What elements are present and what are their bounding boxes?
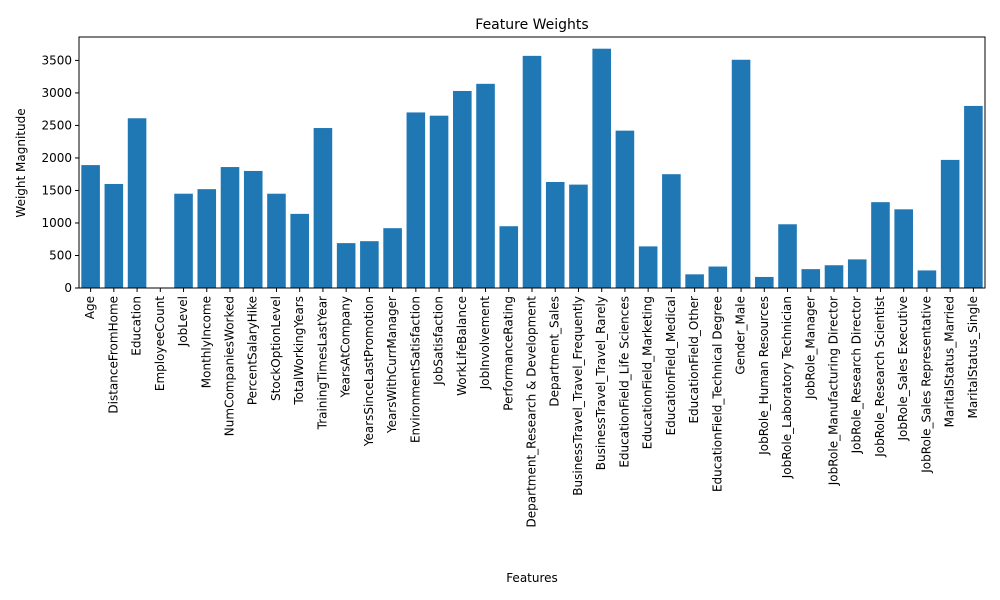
bar-32 [824, 265, 844, 288]
bar-36 [917, 270, 937, 288]
x-tick-label-8: StockOptionLevel [269, 296, 283, 401]
bar-8 [267, 193, 286, 288]
x-tick-label-26: EducationField_Other [687, 296, 701, 424]
bar-35 [894, 209, 913, 288]
bar-22 [592, 48, 611, 289]
x-tick-label-10: TrainingTimesLastYear [315, 296, 329, 430]
x-tick-label-30: JobRole_Laboratory Technician [780, 296, 794, 479]
x-tick-label-34: JobRole_Research Scientist [873, 296, 887, 458]
y-tick-label-6: 3000 [41, 86, 72, 100]
bar-38 [964, 105, 983, 289]
y-tick-label-0: 0 [64, 281, 72, 295]
y-tick-label-3: 1500 [41, 183, 72, 197]
x-tick-label-35: JobRole_Sales Executive [896, 296, 910, 442]
x-tick-label-20: Department_Sales [548, 296, 562, 407]
x-tick-label-28: Gender_Male [734, 296, 748, 375]
y-tick-label-1: 500 [49, 248, 72, 262]
x-tick-label-23: EducationField_Life Sciences [617, 296, 631, 468]
x-tick-label-21: BusinessTravel_Travel_Frequently [571, 296, 585, 496]
bar-30 [778, 224, 797, 288]
bar-29 [755, 276, 774, 288]
x-tick-label-17: JobInvolvement [478, 296, 492, 391]
y-axis: 0 500 1000 1500 2000 2500 3000 3500 [41, 53, 79, 295]
x-tick-label-4: JobLevel [176, 296, 190, 347]
bar-20 [545, 182, 565, 288]
x-tick-label-15: JobSatisfaction [432, 296, 446, 386]
bar-7 [243, 170, 263, 288]
x-tick-label-5: MonthlyIncome [199, 296, 213, 388]
y-tick-label-4: 2000 [41, 151, 72, 165]
bar-10 [313, 128, 333, 288]
bar-6 [220, 167, 240, 288]
plot-frame [78, 36, 986, 289]
bar-17 [476, 83, 495, 288]
x-tick-label-19: Department_Research & Development [525, 296, 539, 528]
bar-15 [429, 115, 449, 289]
bar-18 [499, 226, 519, 288]
x-tick-label-18: PerformanceRating [501, 296, 515, 411]
x-tick-label-11: YearsAtCompany [339, 296, 353, 398]
x-tick-label-31: JobRole_Manager [803, 296, 817, 400]
bar-4 [174, 193, 193, 288]
bar-26 [685, 274, 704, 288]
bar-9 [290, 213, 309, 288]
bar-1 [104, 183, 124, 288]
x-tick-label-14: EnvironmentSatisfaction [408, 296, 422, 443]
x-tick-label-37: MaritalStatus_Married [943, 296, 957, 427]
x-tick-label-29: JobRole_Human Resources [757, 296, 771, 456]
x-tick-label-33: JobRole_Research Director [850, 296, 864, 454]
x-tick-label-25: EducationField_Medical [664, 296, 678, 435]
x-axis-title: Features [506, 571, 558, 585]
x-tick-label-22: BusinessTravel_Travel_Rarely [594, 296, 608, 470]
x-tick-label-1: DistanceFromHome [106, 296, 120, 414]
y-tick-label-2: 1000 [41, 216, 72, 230]
bar-34 [871, 202, 890, 288]
bar-11 [336, 243, 356, 288]
x-tick-label-2: Education [130, 296, 144, 356]
bar-31 [801, 269, 821, 288]
y-tick-label-5: 2500 [41, 118, 72, 132]
x-tick-label-32: JobRole_Manufacturing Director [827, 296, 841, 486]
y-axis-title: Weight Magnitude [14, 108, 28, 217]
y-tick-label-7: 3500 [41, 53, 72, 67]
bar-2 [127, 118, 147, 288]
x-axis: Age DistanceFromHome Education EmployeeCoun… [83, 288, 980, 527]
chart-title: Feature Weights [475, 17, 588, 33]
bar-24 [638, 246, 658, 288]
bar-28 [731, 59, 751, 289]
bar-0 [81, 165, 100, 288]
bar-12 [360, 241, 379, 288]
x-tick-label-3: EmployeeCount [153, 296, 167, 391]
x-tick-label-6: NumCompaniesWorked [223, 296, 237, 436]
bar-16 [453, 90, 472, 288]
bar-33 [847, 259, 867, 288]
bars-layer [81, 48, 983, 289]
x-tick-label-24: EducationField_Marketing [641, 296, 655, 449]
bar-14 [406, 112, 426, 289]
bar-27 [708, 266, 728, 288]
x-tick-label-27: EducationField_Technical Degree [710, 296, 724, 492]
bar-25 [662, 174, 681, 288]
x-tick-label-13: YearsWithCurrManager [385, 296, 399, 434]
bar-21 [569, 184, 588, 288]
bar-19 [522, 55, 542, 288]
x-tick-label-0: Age [83, 296, 97, 319]
x-tick-label-7: PercentSalaryHike [246, 296, 260, 405]
bar-23 [615, 130, 635, 288]
x-tick-label-9: TotalWorkingYears [292, 296, 306, 406]
x-tick-label-38: MaritalStatus_Single [966, 296, 980, 419]
x-tick-label-12: YearsSinceLastPromotion [362, 296, 376, 447]
bar-13 [383, 228, 402, 288]
bar-5 [197, 189, 217, 288]
bar-37 [940, 159, 960, 288]
x-tick-label-36: JobRole_Sales Representative [919, 296, 933, 474]
x-tick-label-16: WorkLifeBalance [455, 296, 469, 396]
